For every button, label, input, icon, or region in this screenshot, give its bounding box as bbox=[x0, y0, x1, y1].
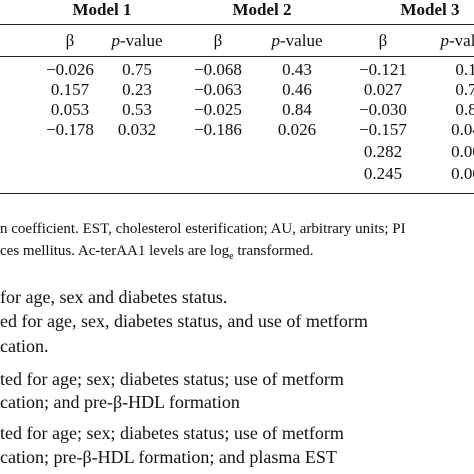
column-header: β bbox=[213, 31, 223, 50]
bottom-rule bbox=[0, 193, 474, 194]
cell: −0.026 bbox=[46, 60, 94, 79]
cell: 0.23 bbox=[122, 80, 152, 99]
cell: 0.00 bbox=[451, 142, 474, 161]
cell: −0.068 bbox=[194, 60, 242, 79]
model-note: for age, sex and diabetes status. bbox=[0, 287, 228, 307]
cell: 0.026 bbox=[277, 120, 317, 139]
group-header: Model 3 bbox=[400, 0, 460, 19]
group-header: Model 2 bbox=[232, 0, 292, 19]
note-subscript: e bbox=[229, 251, 234, 262]
model-note: cation. bbox=[0, 336, 49, 356]
column-header: p-value bbox=[440, 31, 474, 50]
note-text: ces mellitus. Ac-terAA1 levels are log bbox=[0, 243, 230, 259]
cell: −0.030 bbox=[359, 100, 407, 119]
cell: 0.46 bbox=[282, 80, 312, 99]
column-header: β bbox=[378, 31, 388, 50]
cell: 0.43 bbox=[282, 60, 312, 79]
note: n coefficient. EST, cholesterol esterifi… bbox=[0, 221, 406, 237]
cell: 0.157 bbox=[50, 80, 90, 99]
model-note: cation; pre-β-HDL formation; and plasma … bbox=[0, 447, 337, 467]
model-note: cation; and pre-β-HDL formation bbox=[0, 392, 240, 412]
cell: 0.75 bbox=[122, 60, 152, 79]
note-text: transformed. bbox=[233, 243, 314, 259]
cell: −0.025 bbox=[194, 100, 242, 119]
cell: −0.186 bbox=[194, 120, 242, 139]
cell: 0.8 bbox=[455, 100, 474, 119]
model-note: ted for age; sex; diabetes status; use o… bbox=[0, 423, 344, 443]
cell: 0.282 bbox=[363, 142, 403, 161]
column-header: p-value bbox=[111, 31, 163, 50]
cell: 0.053 bbox=[50, 100, 90, 119]
note: ces mellitus. Ac-terAA1 levels are loge … bbox=[0, 241, 314, 267]
cell: 0.7 bbox=[455, 80, 474, 99]
cell: 0.00 bbox=[451, 164, 474, 183]
cell: 0.245 bbox=[363, 164, 403, 183]
model-note: ed for age, sex, diabetes status, and us… bbox=[0, 311, 368, 331]
subheader-rule bbox=[0, 56, 474, 57]
cell: 0.1 bbox=[455, 60, 474, 79]
cell: −0.157 bbox=[359, 120, 407, 139]
cell: −0.063 bbox=[194, 80, 242, 99]
cell: 0.84 bbox=[282, 100, 312, 119]
cell: 0.027 bbox=[363, 80, 403, 99]
header-rule bbox=[0, 24, 474, 25]
model-note: ted for age; sex; diabetes status; use o… bbox=[0, 369, 344, 389]
cell: 0.032 bbox=[117, 120, 157, 139]
cell: −0.178 bbox=[46, 120, 94, 139]
cell: 0.53 bbox=[122, 100, 152, 119]
cell: −0.121 bbox=[359, 60, 407, 79]
cell: 0.04 bbox=[451, 120, 474, 139]
column-header: p-value bbox=[271, 31, 323, 50]
group-header: Model 1 bbox=[72, 0, 132, 19]
column-header: β bbox=[65, 31, 75, 50]
